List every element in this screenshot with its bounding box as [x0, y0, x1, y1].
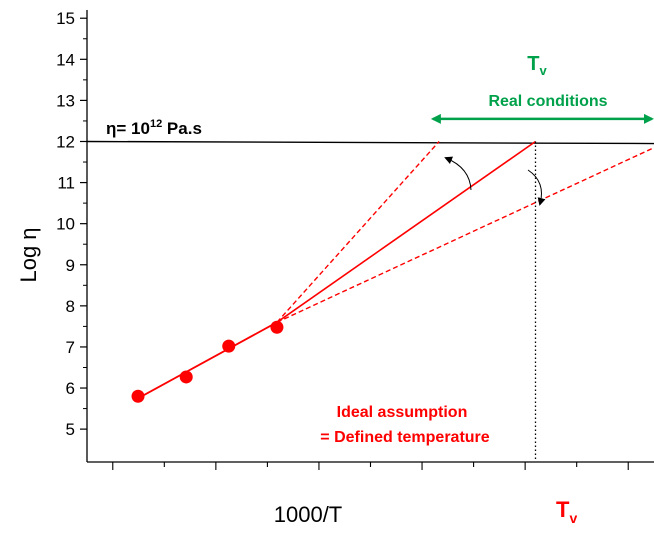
- tv-bottom-main: T: [556, 497, 570, 522]
- viscosity-label-eta: η= 10: [106, 119, 150, 138]
- defined-temperature-label: = Defined temperature: [320, 429, 489, 446]
- rotation-arrow-upper: [444, 156, 472, 191]
- dashed-line-upper: [276, 141, 440, 323]
- viscosity-label-exponent: 12: [150, 118, 162, 130]
- y-axis-label: Log η: [16, 227, 41, 282]
- viscosity-reference-line: [86, 140, 654, 145]
- data-point: [270, 320, 284, 334]
- y-tick-label: 13: [56, 91, 75, 110]
- y-tick-label: 14: [56, 50, 75, 69]
- y-tick-label: 6: [66, 379, 75, 398]
- y-tick-label: 7: [66, 338, 75, 357]
- data-point: [179, 370, 193, 384]
- y-tick-label: 8: [66, 297, 75, 316]
- y-tick-label: 12: [56, 132, 75, 151]
- viscosity-reference-label: η= 1012 Pa.s: [106, 118, 202, 138]
- real-conditions-label: Real conditions: [488, 93, 607, 110]
- tv-top-label: Tv: [527, 53, 547, 78]
- data-point: [131, 389, 145, 403]
- data-point: [222, 339, 236, 353]
- fit-line: [137, 321, 278, 400]
- tv-top-sub: v: [539, 63, 547, 78]
- data-points: [131, 320, 284, 403]
- y-tick-label: 9: [66, 256, 75, 275]
- ideal-assumption-label: Ideal assumption: [337, 404, 468, 421]
- viscosity-label-unit: Pa.s: [162, 119, 202, 138]
- rotation-arrow-lower: [527, 169, 546, 206]
- tv-bottom-label: Tv: [556, 497, 577, 526]
- tv-bottom-sub: v: [569, 510, 577, 526]
- tv-top-main: T: [527, 53, 539, 75]
- dashed-line-lower: [276, 147, 654, 323]
- y-tick-label: 10: [56, 215, 75, 234]
- y-tick-label: 15: [56, 9, 75, 28]
- y-tick-label: 5: [66, 420, 75, 439]
- axes: 5 6 7 8 9 10 11 12 13 14 15: [56, 9, 654, 470]
- y-tick-label: 11: [57, 174, 75, 193]
- x-axis-label: 1000/T: [274, 502, 343, 527]
- chart-lines: [86, 113, 654, 462]
- extrapolated-line: [276, 140, 536, 323]
